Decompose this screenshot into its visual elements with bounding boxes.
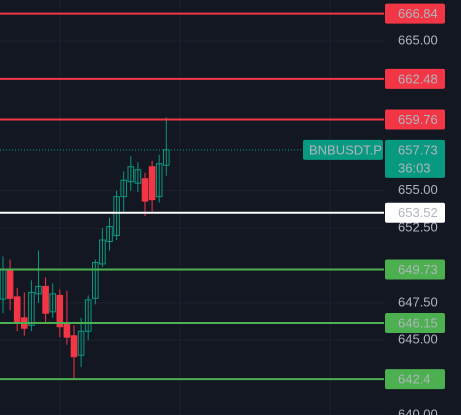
candle-body: [92, 261, 99, 299]
y-tick-label: 655.00: [398, 182, 438, 197]
candle-body: [134, 169, 142, 184]
symbol-label: BNBUSDT.P: [309, 142, 382, 157]
candle-body: [148, 166, 156, 201]
price-line-label-bg: [385, 109, 445, 130]
symbol-label-bg: [303, 139, 383, 160]
candle-body: [63, 323, 71, 338]
candle-body: [77, 330, 85, 356]
candle-body: [155, 163, 163, 198]
candle-body: [84, 299, 92, 332]
price-line-label: 666.84: [398, 6, 438, 21]
candle-body: [42, 285, 49, 314]
price-line-label: 646.15: [398, 315, 438, 330]
candle-body: [163, 149, 170, 166]
candle-body: [49, 293, 57, 313]
price-line-label-bg: [385, 202, 445, 223]
candle-body: [28, 291, 35, 326]
candle-body: [99, 239, 106, 265]
countdown-label: 36:03: [398, 160, 431, 175]
price-line-label-bg: [385, 313, 445, 334]
candle-body: [127, 166, 135, 183]
candle-body: [113, 196, 120, 237]
price-line-label: 662.48: [398, 71, 438, 86]
price-line-label-bg: [385, 68, 445, 89]
candle-body: [6, 269, 14, 299]
price-line-label: 659.76: [398, 112, 438, 127]
last-price-label-bg: [385, 139, 445, 178]
last-price-label: 657.73: [398, 142, 438, 157]
price-line-label-bg: [385, 3, 445, 24]
y-tick-label: 640.00: [398, 406, 438, 415]
price-line-label: 653.52: [398, 205, 438, 220]
y-tick-label: 645.00: [398, 332, 438, 347]
y-tick-label: 665.00: [398, 33, 438, 48]
candle-body: [106, 226, 113, 243]
price-line-label: 649.73: [398, 262, 438, 277]
y-tick-label: 647.50: [398, 294, 438, 309]
price-line-label-bg: [385, 259, 445, 280]
candle-body: [141, 178, 149, 202]
candle-body: [120, 179, 128, 198]
candle-body: [35, 285, 42, 295]
candle-body: [56, 294, 64, 328]
candle-body: [70, 335, 78, 358]
candle-body: [13, 296, 21, 323]
y-tick-label: 652.50: [398, 220, 438, 235]
price-line-label: 642.4: [398, 372, 431, 387]
price-line-label-bg: [385, 369, 445, 390]
